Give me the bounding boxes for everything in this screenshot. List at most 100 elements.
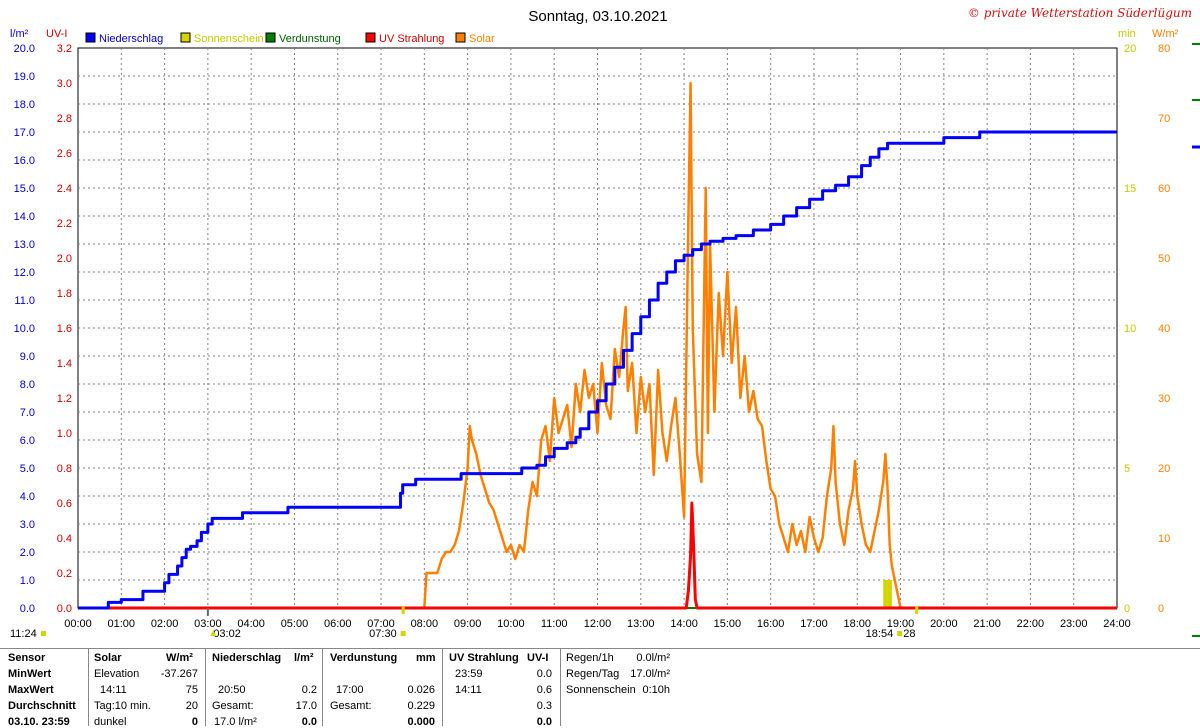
rain-axis-tick-label: 10.0 xyxy=(14,323,35,335)
grid xyxy=(77,47,1118,609)
copyright-label: © private Wetterstation Süderlügum xyxy=(968,6,1192,20)
stats-evap-value: 0.000 xyxy=(407,716,435,728)
sun-axis-tick-label: 5 xyxy=(1124,463,1130,475)
legend-label-uv: UV Strahlung xyxy=(379,33,444,45)
rain-axis-tick-label: 20.0 xyxy=(14,43,35,55)
x-tick-label: 06:00 xyxy=(324,618,352,630)
uv-axis-tick-label: 0.0 xyxy=(57,603,72,615)
stats-sensor-header: Sensor xyxy=(8,652,46,664)
rain-axis-tick-label: 9.0 xyxy=(20,351,35,363)
rain-axis-tick-label: 3.0 xyxy=(20,519,35,531)
stats-rain-value: 0.2 xyxy=(301,684,317,696)
sun-axis-tick-label: 10 xyxy=(1124,323,1136,335)
stats-extra-value: 17.0l/m² xyxy=(630,668,670,680)
uv-axis-tick-label: 2.6 xyxy=(57,148,72,160)
solar-axis-tick-label: 10 xyxy=(1158,533,1170,545)
stats-rain-header: Niederschlag xyxy=(212,652,282,664)
stats-solar-value: 0 xyxy=(191,716,198,728)
x-tick-label: 23:00 xyxy=(1060,618,1088,630)
legend-swatch-rain xyxy=(85,32,96,43)
rain-axis-tick-label: 7.0 xyxy=(20,407,35,419)
uv-axis-tick-label: 3.2 xyxy=(57,43,72,55)
rain-axis-tick-label: 8.0 xyxy=(20,379,35,391)
stats-solar-label: Elevation xyxy=(94,668,140,680)
stats-evap-label: 17:00 xyxy=(336,684,364,696)
marker-triangle xyxy=(210,630,217,636)
series-layer xyxy=(78,81,1117,610)
stats-evap-header: Verdunstung xyxy=(330,652,398,664)
x-tick-label: 19:00 xyxy=(887,618,915,630)
stats-extra-label: Regen/Tag xyxy=(566,668,620,680)
marker-left-time: 11:24 xyxy=(10,628,37,640)
sun-axis-tick-label: 0 xyxy=(1124,603,1130,615)
stats-solar-unit: W/m² xyxy=(166,652,193,664)
stats-uv-value: 0.3 xyxy=(536,700,552,712)
solar-axis-tick-label: 80 xyxy=(1158,43,1170,55)
unit-solar-label: W/m² xyxy=(1152,28,1179,40)
x-tick-label: 01:00 xyxy=(108,618,136,630)
marker-dawn-tick xyxy=(401,606,405,614)
uv-axis-tick-label: 1.4 xyxy=(57,358,72,370)
rain-axis-tick-label: 14.0 xyxy=(14,211,35,223)
stats-evap-unit: mm xyxy=(416,652,436,664)
stats-extra-value: 0.0l/m² xyxy=(636,652,670,664)
solar-axis-tick-label: 20 xyxy=(1158,463,1170,475)
x-tick-label: 15:00 xyxy=(714,618,742,630)
stats-solar-label: Tag:10 min. xyxy=(94,700,151,712)
stats-extra-label: Sonnenschein xyxy=(566,684,636,696)
rain-axis-tick-label: 6.0 xyxy=(20,435,35,447)
stats-uv-header: UV Strahlung xyxy=(449,652,519,664)
stats-uv-unit: UV-I xyxy=(527,652,549,664)
x-tick-label: 07:00 xyxy=(367,618,395,630)
stats-evap-label: Gesamt: xyxy=(330,700,372,712)
stats-solar-label: 14:11 xyxy=(100,684,127,696)
stats-rain-unit: l/m² xyxy=(294,652,314,664)
x-tick-label: 05:00 xyxy=(281,618,309,630)
stats-rain-value: 0.0 xyxy=(301,716,317,728)
sunshine-bar xyxy=(883,580,888,608)
rain-axis-tick-label: 2.0 xyxy=(20,547,35,559)
marker-dawn: 07:30 xyxy=(369,628,397,640)
x-tick-label: 10:00 xyxy=(497,618,525,630)
solar-axis-tick-label: 60 xyxy=(1158,183,1170,195)
stats-separator xyxy=(88,648,89,726)
rain-axis-tick-label: 13.0 xyxy=(14,239,35,251)
solar-axis-tick-label: 40 xyxy=(1158,323,1170,335)
rain-axis-tick-label: 12.0 xyxy=(14,267,35,279)
stats-uv-value: 0.0 xyxy=(536,716,552,728)
x-tick-label: 20:00 xyxy=(930,618,958,630)
unit-rain-label: l/m² xyxy=(10,28,29,40)
stats-solar-value: 20 xyxy=(185,700,198,712)
x-tick-label: 11:00 xyxy=(541,618,568,630)
uv-axis-tick-label: 1.2 xyxy=(57,393,72,405)
stats-row-label: MaxWert xyxy=(8,684,54,696)
stats-separator xyxy=(205,648,206,726)
rain-axis-tick-label: 5.0 xyxy=(20,463,35,475)
x-tick-label: 00:00 xyxy=(64,618,92,630)
x-tick-label: 18:00 xyxy=(843,618,871,630)
x-tick-label: 03:00 xyxy=(194,618,222,630)
sun-axis-tick-label: 15 xyxy=(1124,183,1136,195)
rain-axis-tick-label: 4.0 xyxy=(20,491,35,503)
stats-uv-label: 23:59 xyxy=(455,668,483,680)
stats-rain-label: Gesamt: xyxy=(212,700,254,712)
stats-row-label: Durchschnitt xyxy=(8,700,76,712)
stats-row-label: MinWert xyxy=(8,668,52,680)
marker-dot xyxy=(41,631,46,636)
x-tick-label: 14:00 xyxy=(670,618,698,630)
stats-uv-value: 0.0 xyxy=(536,668,552,680)
x-tick-label: 16:00 xyxy=(757,618,785,630)
uv-axis-tick-label: 0.2 xyxy=(57,568,72,580)
solar-axis-tick-label: 50 xyxy=(1158,253,1170,265)
weather-chart: Sonntag, 03.10.2021 © private Wetterstat… xyxy=(10,6,1200,640)
stats-row-label: 03.10. 23:59 xyxy=(8,716,70,728)
uv-axis-tick-label: 2.2 xyxy=(57,218,72,230)
marker-dot xyxy=(400,631,406,636)
legend-swatch-sun xyxy=(180,32,191,43)
uv-axis-tick-label: 2.8 xyxy=(57,113,72,125)
series-line-solar xyxy=(78,81,1117,610)
sun-axis-tick-label: 20 xyxy=(1124,43,1136,55)
legend-label-rain: Niederschlag xyxy=(99,33,163,45)
rain-axis-tick-label: 11.0 xyxy=(14,295,35,307)
uv-axis-tick-label: 0.4 xyxy=(57,533,72,545)
